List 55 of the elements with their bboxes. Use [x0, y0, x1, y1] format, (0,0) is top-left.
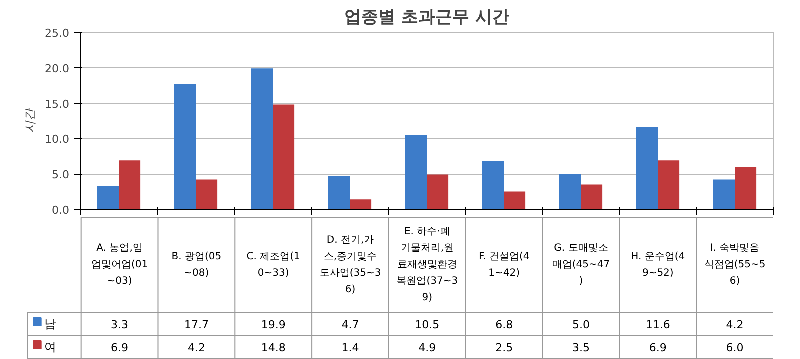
data-label: 17.7 — [184, 318, 209, 332]
data-label: 6.9 — [111, 342, 129, 354]
bar — [427, 174, 449, 210]
bar — [405, 135, 427, 210]
data-label: 6.9 — [649, 342, 667, 354]
data-label: 6.0 — [726, 342, 744, 354]
y-axis-title: 시간 — [23, 108, 38, 133]
data-label: 3.5 — [572, 342, 590, 354]
bar — [119, 160, 141, 210]
data-label: 10.5 — [415, 318, 440, 332]
bar — [174, 84, 196, 210]
data-label: 4.9 — [418, 342, 436, 354]
y-tick-label: 15.0 — [45, 98, 70, 111]
bar — [97, 186, 119, 210]
data-label: 14.8 — [261, 342, 286, 354]
x-tick-label: H. 운수업(49~52) — [631, 251, 686, 279]
bar — [196, 180, 218, 210]
bar — [350, 200, 372, 210]
x-tick-label: B. 광업(05~08) — [172, 251, 222, 279]
chart-title: 업종별 초과근무 시간 — [344, 8, 510, 28]
bar — [636, 127, 658, 210]
data-label: 4.7 — [342, 318, 360, 332]
x-tick-label: G. 도매및소매업(45~47) — [552, 243, 610, 287]
data-label: 5.0 — [572, 318, 590, 332]
x-tick-label: I. 숙박및음식점업(55~56) — [704, 243, 766, 287]
data-label: 2.5 — [496, 342, 514, 354]
y-tick-label: 20.0 — [45, 62, 70, 76]
bar — [273, 104, 295, 210]
y-tick-label: 10.0 — [45, 133, 70, 146]
y-tick-label: 25.0 — [45, 27, 70, 40]
y-tick-label: 0.0 — [52, 204, 70, 217]
bar — [251, 68, 273, 210]
bar — [581, 184, 603, 210]
x-tick-label: E. 하수·폐기물처리,원료재생및환경복원업(37~39) — [396, 226, 458, 304]
bar — [328, 176, 350, 210]
bar — [713, 180, 735, 210]
x-tick-label: A. 농업,임업및어업(01~03) — [91, 243, 148, 287]
data-label: 11.6 — [646, 318, 670, 332]
data-label: 4.2 — [188, 342, 206, 354]
bar — [735, 167, 757, 210]
x-tick-label: C. 제조업(10~33) — [246, 251, 300, 279]
data-label: 19.9 — [261, 318, 286, 332]
legend-label: 남 — [44, 317, 56, 331]
data-label: 3.3 — [111, 318, 129, 332]
y-tick-label: 5.0 — [52, 168, 70, 182]
x-tick-label: F. 건설업(41~42) — [478, 251, 530, 279]
bar — [482, 161, 504, 210]
bar — [504, 192, 526, 210]
bar — [658, 160, 680, 210]
legend-label: 여 — [44, 340, 56, 354]
x-tick-label: D. 전기,가스,증기및수도사업(35~36) — [320, 234, 382, 296]
bar — [559, 174, 581, 210]
data-label: 1.4 — [342, 342, 360, 354]
data-label: 4.2 — [726, 318, 744, 332]
data-label: 6.8 — [496, 318, 514, 332]
